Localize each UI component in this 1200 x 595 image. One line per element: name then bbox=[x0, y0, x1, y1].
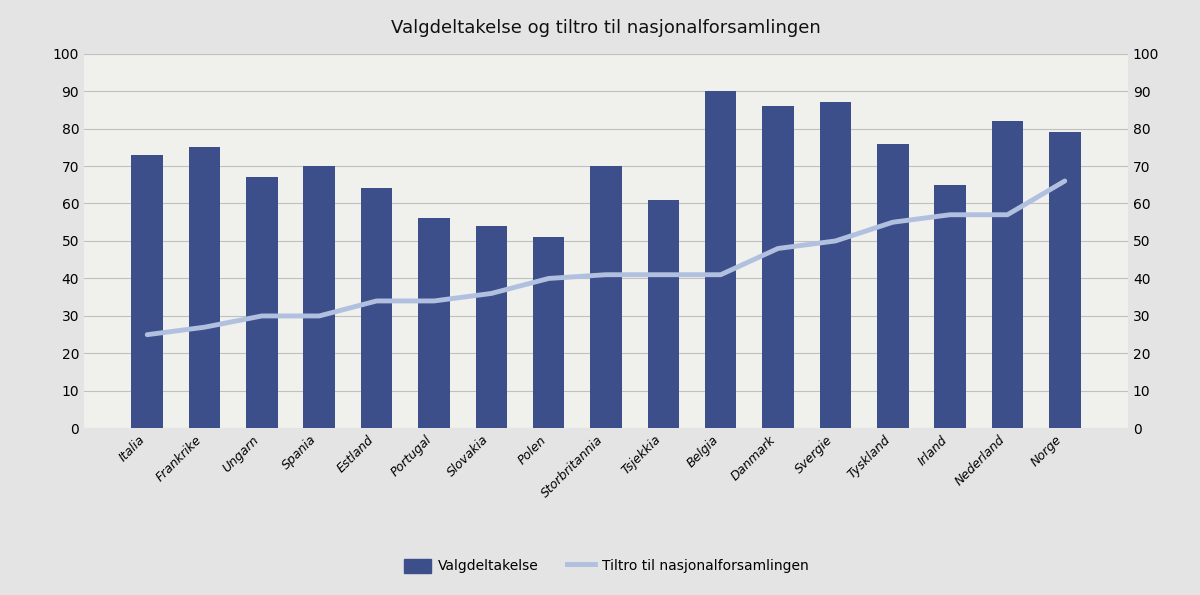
Bar bbox=[877, 143, 908, 428]
Bar bbox=[704, 91, 737, 428]
Bar bbox=[304, 166, 335, 428]
Bar bbox=[935, 184, 966, 428]
Bar bbox=[188, 147, 221, 428]
Bar bbox=[132, 155, 163, 428]
Bar bbox=[762, 106, 794, 428]
Bar bbox=[648, 200, 679, 428]
Bar bbox=[418, 218, 450, 428]
Bar bbox=[361, 189, 392, 428]
Bar bbox=[533, 237, 564, 428]
Bar bbox=[246, 177, 277, 428]
Bar bbox=[1049, 132, 1080, 428]
Bar bbox=[820, 102, 851, 428]
Bar bbox=[475, 226, 508, 428]
Bar bbox=[590, 166, 622, 428]
Bar bbox=[991, 121, 1024, 428]
Title: Valgdeltakelse og tiltro til nasjonalforsamlingen: Valgdeltakelse og tiltro til nasjonalfor… bbox=[391, 18, 821, 37]
Legend: Valgdeltakelse, Tiltro til nasjonalforsamlingen: Valgdeltakelse, Tiltro til nasjonalforsa… bbox=[398, 553, 814, 579]
